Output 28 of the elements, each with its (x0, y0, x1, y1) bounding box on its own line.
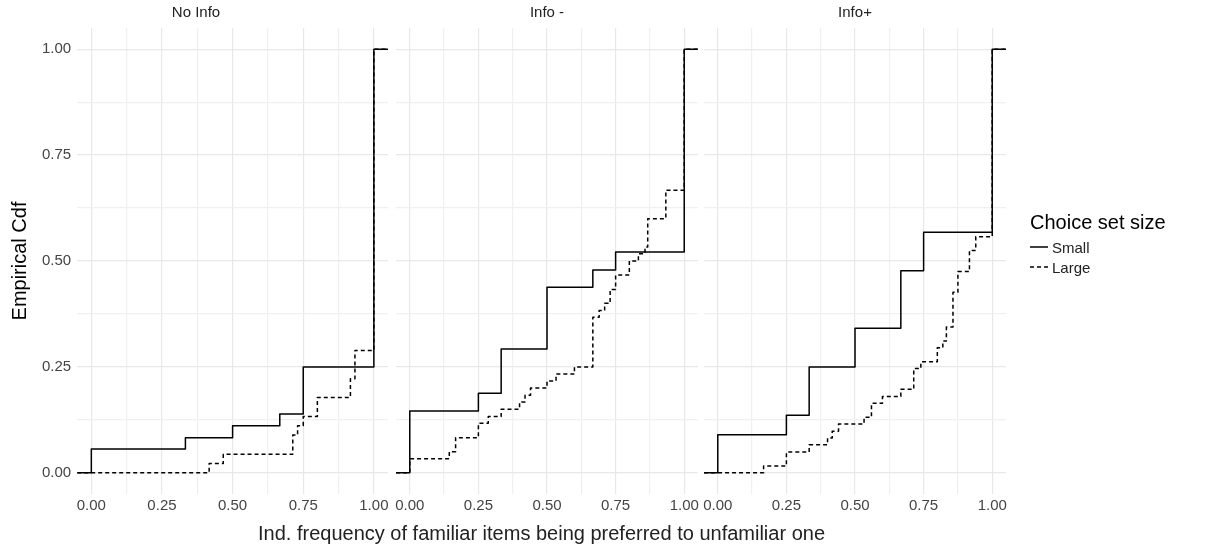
x-tick-label: 1.00 (359, 496, 389, 514)
y-axis-title: Empirical Cdf (7, 201, 30, 321)
x-tick-label: 0.00 (703, 496, 733, 514)
x-tick-label: 0.75 (288, 496, 318, 514)
x-tick-label: 0.50 (218, 496, 248, 514)
x-tick-label: 1.00 (977, 496, 1007, 514)
x-tick-label: 0.50 (532, 496, 562, 514)
legend-label: Small (1052, 238, 1090, 256)
y-tick-label: 0.75 (41, 145, 72, 163)
y-tick-label: 0.25 (41, 357, 72, 375)
x-tick-label: 0.00 (76, 496, 106, 514)
x-tick-label: 0.25 (771, 496, 801, 514)
x-tick-label: 1.00 (669, 496, 699, 514)
chart-title: No Info (171, 3, 221, 21)
chart-title: Info - (529, 3, 565, 21)
x-tick-label: 0.25 (147, 496, 177, 514)
x-tick-label: 0.75 (909, 496, 939, 514)
x-tick-label: 0.75 (601, 496, 631, 514)
legend-label: Large (1052, 258, 1091, 276)
chart-title: Info+ (838, 3, 873, 21)
legend-title: Choice set size (1030, 211, 1166, 234)
y-tick-label: 0.50 (41, 251, 72, 269)
y-tick-label: 1.00 (41, 39, 72, 57)
x-axis-title: Ind. frequency of familiar items being preferred to unfamiliar one (258, 522, 826, 545)
x-tick-label: 0.00 (395, 496, 425, 514)
x-tick-label: 0.50 (840, 496, 870, 514)
y-tick-label: 0.00 (41, 462, 72, 480)
x-tick-label: 0.25 (463, 496, 493, 514)
